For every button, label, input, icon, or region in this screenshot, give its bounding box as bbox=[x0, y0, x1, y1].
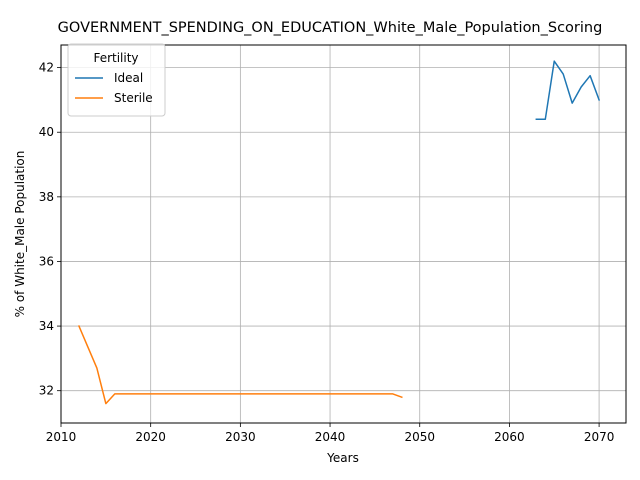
legend: Fertility Ideal Sterile bbox=[67, 43, 166, 117]
x-tick-label: 2040 bbox=[315, 430, 346, 444]
legend-label-sterile: Sterile bbox=[114, 91, 153, 105]
y-tick-label: 42 bbox=[39, 61, 54, 75]
y-tick-label: 36 bbox=[39, 254, 54, 268]
x-tick-label: 2050 bbox=[404, 430, 435, 444]
series-line-sterile bbox=[77, 325, 403, 405]
y-tick-label: 40 bbox=[39, 125, 54, 139]
series-layer bbox=[77, 60, 601, 405]
y-tick-label: 38 bbox=[39, 190, 54, 204]
y-axis: 32 34 36 38 40 42 bbox=[39, 61, 61, 398]
x-tick-label: 2020 bbox=[135, 430, 166, 444]
legend-title: Fertility bbox=[93, 51, 138, 65]
x-axis: 2010 2020 2030 2040 2050 2060 2070 bbox=[46, 423, 615, 444]
y-tick-label: 32 bbox=[39, 384, 54, 398]
gridlines bbox=[60, 45, 626, 423]
x-tick-label: 2070 bbox=[584, 430, 615, 444]
legend-label-ideal: Ideal bbox=[114, 71, 143, 85]
y-axis-label: % of White_Male Population bbox=[13, 151, 27, 318]
x-tick-label: 2060 bbox=[494, 430, 525, 444]
series-line-ideal bbox=[535, 60, 601, 121]
y-tick-label: 34 bbox=[39, 319, 54, 333]
x-tick-label: 2030 bbox=[225, 430, 256, 444]
x-axis-label: Years bbox=[326, 451, 359, 465]
x-tick-label: 2010 bbox=[46, 430, 77, 444]
plot-area-frame bbox=[60, 44, 627, 424]
chart-title: GOVERNMENT_SPENDING_ON_EDUCATION_White_M… bbox=[58, 20, 603, 36]
